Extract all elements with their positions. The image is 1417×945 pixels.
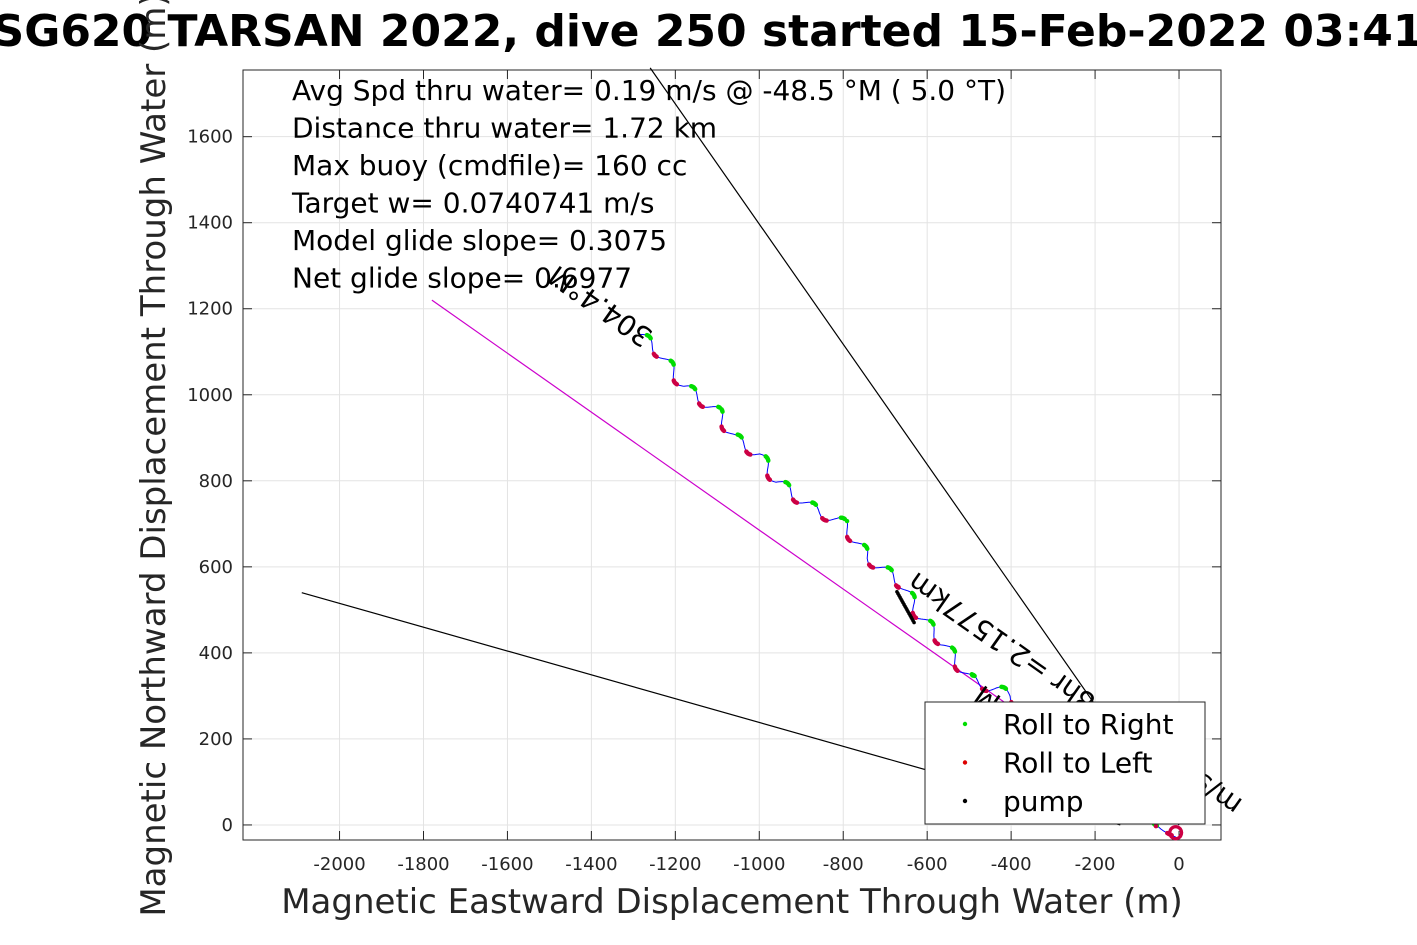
x-tick-label: -2000 xyxy=(313,854,365,875)
roll-right-marker xyxy=(999,684,1004,690)
roll-left-marker xyxy=(952,664,958,669)
roll-left-marker xyxy=(765,473,770,478)
roll-right-marker xyxy=(810,500,815,505)
annotation-line: Max buoy (cmdfile)= 160 cc xyxy=(292,149,687,182)
roll-right-marker xyxy=(970,673,975,678)
roll-left-marker xyxy=(1153,824,1159,829)
legend-marker xyxy=(962,798,968,804)
roll-left-marker xyxy=(790,497,796,502)
legend: Roll to Right Roll to Left pump xyxy=(924,701,1206,825)
y-tick-label: 1600 xyxy=(187,127,233,148)
x-tick-label: -1600 xyxy=(481,854,533,875)
roll-left-marker xyxy=(820,516,825,521)
legend-box xyxy=(924,701,1206,825)
annotation-line: Net glide slope= 0.6977 xyxy=(292,262,632,295)
roll-right-marker xyxy=(735,432,740,437)
y-tick-label: 1000 xyxy=(187,385,233,406)
roll-right-marker xyxy=(783,479,788,485)
x-tick-label: -1200 xyxy=(649,854,701,875)
annotation-line: Target w= 0.0740741 m/s xyxy=(291,187,654,220)
annotation-line: Avg Spd thru water= 0.19 m/s @ -48.5 °M … xyxy=(292,74,1006,107)
x-tick-label: 0 xyxy=(1173,854,1184,875)
legend-label: Roll to Right xyxy=(1003,708,1174,741)
roll-right-marker xyxy=(885,565,890,570)
roll-right-marker xyxy=(716,404,721,410)
roll-right-marker xyxy=(689,383,694,389)
x-tick-label: -200 xyxy=(1075,854,1116,875)
roll-right-marker xyxy=(644,332,650,338)
roll-left-marker xyxy=(696,401,702,406)
roll-left-marker xyxy=(866,562,872,567)
plot-area xyxy=(242,69,1222,841)
x-axis-label: Magnetic Eastward Displacement Through W… xyxy=(281,882,1183,922)
y-tick-label: 400 xyxy=(199,643,233,664)
annotations: Avg Spd thru water= 0.19 m/s @ -48.5 °M … xyxy=(291,74,1006,295)
roll-right-marker xyxy=(949,645,955,650)
roll-left-marker xyxy=(979,686,985,691)
annotation-line: Model glide slope= 0.3075 xyxy=(292,224,667,257)
y-tick-label: 1200 xyxy=(187,299,233,320)
roll-left-marker xyxy=(893,583,899,588)
x-tick-label: -600 xyxy=(907,854,948,875)
y-tick-label: 1400 xyxy=(187,213,233,234)
roll-left-marker xyxy=(651,351,657,356)
roll-right-marker xyxy=(909,590,915,596)
annotation-line: Distance thru water= 1.72 km xyxy=(292,112,717,145)
y-tick-label: 600 xyxy=(199,557,233,578)
legend-marker xyxy=(962,760,968,765)
legend-marker xyxy=(962,721,968,727)
roll-left-marker xyxy=(932,638,937,643)
legend-label: Roll to Left xyxy=(1003,747,1152,780)
roll-right-marker xyxy=(668,358,673,363)
x-tick-label: -1800 xyxy=(397,854,449,875)
roll-left-marker xyxy=(671,378,676,383)
roll-right-marker xyxy=(763,454,768,459)
pump-marker xyxy=(912,620,916,625)
x-tick-label: -1400 xyxy=(565,854,617,875)
x-tick-label: -1000 xyxy=(733,854,785,875)
x-tick-labels: -2000 -1800 -1600 -1400 -1200 -1000 -800 -600 -4… xyxy=(313,854,1184,875)
x-tick-label: -400 xyxy=(991,854,1032,875)
legend-label: pump xyxy=(1003,785,1084,818)
y-axis-label: Magnetic Northward Displacement Through … xyxy=(134,0,174,917)
y-tick-label: 0 xyxy=(222,815,233,836)
roll-left-marker xyxy=(844,534,850,540)
roll-left-marker xyxy=(744,449,749,454)
x-tick-label: -800 xyxy=(823,854,864,875)
roll-right-marker xyxy=(861,542,867,548)
upper-bound-line xyxy=(649,67,1180,826)
roll-left-marker xyxy=(910,610,915,616)
roll-left-marker xyxy=(1179,831,1184,835)
chart-title: SG620 TARSAN 2022, dive 250 started 15-F… xyxy=(0,6,1417,57)
y-tick-label: 800 xyxy=(199,471,233,492)
roll-right-marker xyxy=(838,515,844,520)
y-tick-labels: 0 200 400 600 800 1000 1200 1400 1600 xyxy=(187,127,233,836)
roll-right-marker xyxy=(928,618,933,624)
roll-left-marker xyxy=(719,424,724,429)
y-tick-label: 200 xyxy=(199,729,233,750)
